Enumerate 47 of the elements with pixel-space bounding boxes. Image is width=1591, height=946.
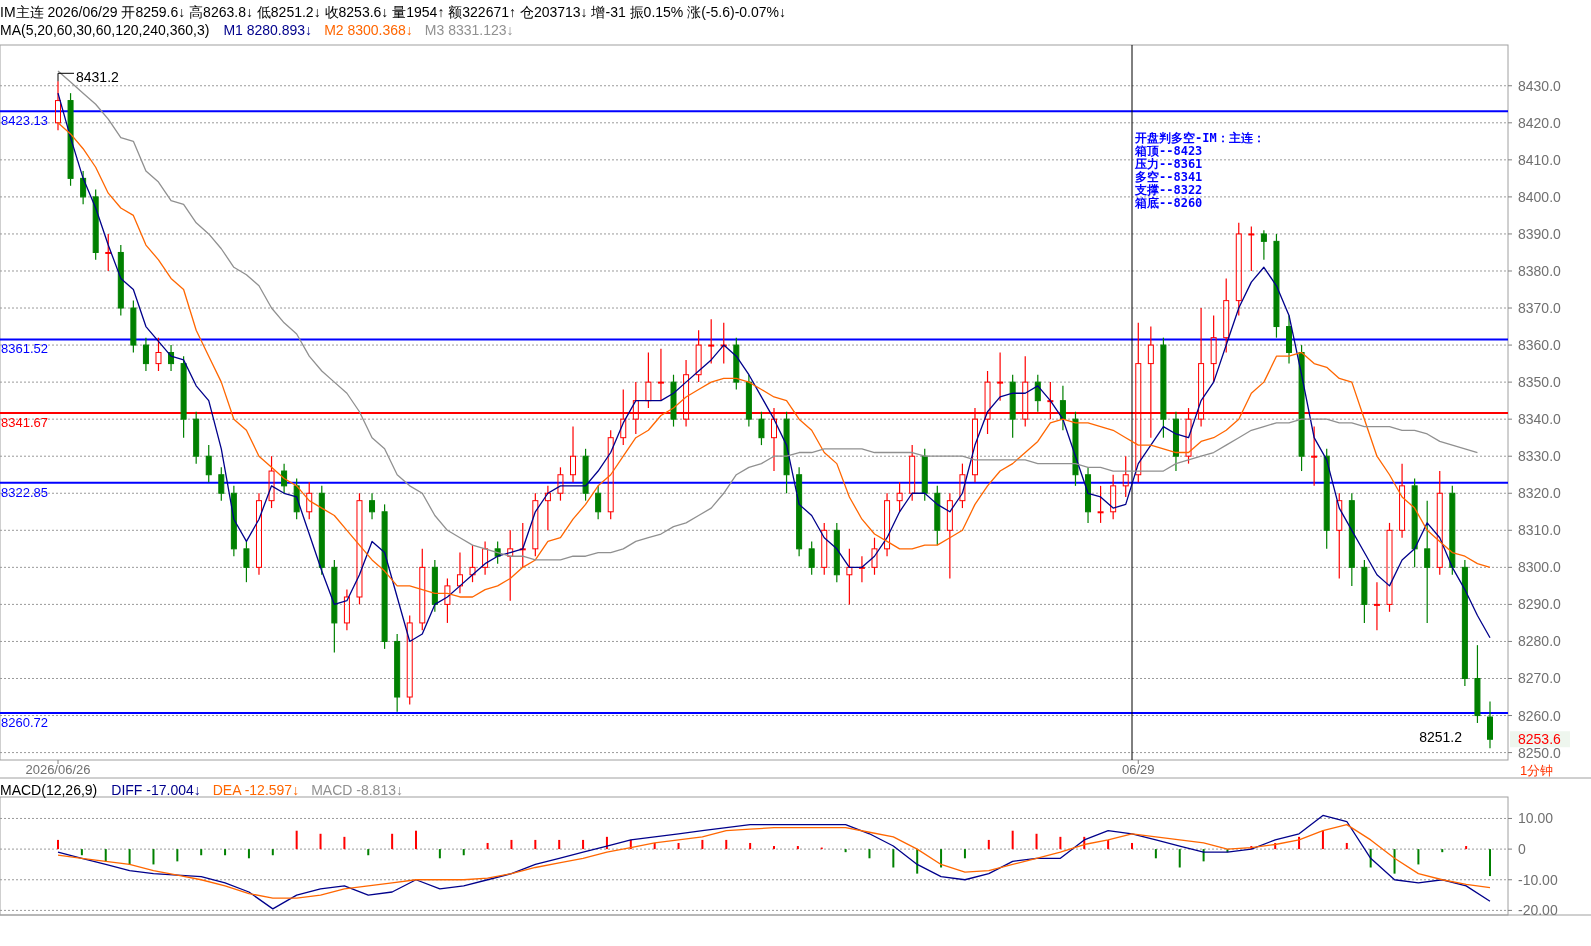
ref-line-label: 8361.52 <box>1 341 48 357</box>
y-tick-label: -10.00 <box>1518 871 1558 888</box>
annotation: 8431.2 <box>76 69 120 86</box>
y-tick-label: 8380.0 <box>1518 262 1562 279</box>
y-tick-label: 8320.0 <box>1518 485 1562 502</box>
annotation: 压力--8361 <box>1134 157 1203 171</box>
legend-title: MACD(12,26,9) <box>0 782 98 798</box>
y-tick-label: 8300.0 <box>1518 559 1562 576</box>
annotation: 箱顶--8423 <box>1134 144 1203 158</box>
y-tick-label: -20.00 <box>1518 902 1558 919</box>
text: DIFF -17.004↓ <box>111 782 201 798</box>
y-tick-label: 8430.0 <box>1518 77 1562 94</box>
x-tick-label: 06/29 <box>1122 762 1155 777</box>
y-tick-label: 8330.0 <box>1518 448 1562 465</box>
x-axis-title: 1分钟 <box>1520 763 1554 778</box>
y-tick-label: 8260.0 <box>1518 707 1562 724</box>
annotation: 多空--8341 <box>1135 170 1203 184</box>
y-tick-label: 8350.0 <box>1518 374 1562 391</box>
legend-title: MA(5,20,60,30,60,120,240,360,3) <box>0 22 210 38</box>
annotation: 支撑--8322 <box>1134 183 1203 197</box>
y-tick-label: 8280.0 <box>1518 633 1562 650</box>
y-tick-label: 8390.0 <box>1518 225 1562 242</box>
text: MACD -8.813↓ <box>311 782 403 798</box>
y-tick-label: 8360.0 <box>1518 337 1562 354</box>
annotation: 箱底--8260 <box>1134 196 1203 210</box>
ref-line-label: 8322.85 <box>1 484 48 500</box>
y-tick-label: 8270.0 <box>1518 670 1562 687</box>
text: M3 8331.123↓ <box>424 22 514 38</box>
y-tick-label: 8340.0 <box>1518 411 1562 428</box>
y-tick-label: 8410.0 <box>1518 151 1562 168</box>
chart-title: IM主连 2026/06/29 开8259.6↓ 高8263.8↓ 低8251.2↓ 收8253.6↓ 量1954↑ 额322671↑ 仓203713↓ 增-31 振0.15% 涨(-5.6)-0.07%↓ <box>0 4 787 20</box>
text: DEA -12.597↓ <box>212 782 300 798</box>
text: M1 8280.893↓ <box>223 22 313 38</box>
ref-line-label: 8423.13 <box>1 113 48 129</box>
y-tick-label: 8400.0 <box>1518 188 1562 205</box>
y-tick-label: 8420.0 <box>1518 114 1562 131</box>
x-tick-label: 2026/06/26 <box>25 762 91 777</box>
text: M2 8300.368↓ <box>324 22 413 38</box>
ref-line-label: 8341.67 <box>1 414 48 430</box>
annotation: 开盘判多空-IM：主连： <box>1134 131 1265 145</box>
y-tick-label: 8290.0 <box>1518 596 1562 613</box>
y-tick-label: 0 <box>1518 841 1526 858</box>
y-tick-label: 10.00 <box>1518 810 1554 827</box>
y-tick-label: 8370.0 <box>1518 300 1562 317</box>
annotation: 8251.2 <box>1419 729 1463 746</box>
y-tick-label: 8310.0 <box>1518 522 1562 539</box>
ref-line-label: 8260.72 <box>1 714 48 730</box>
